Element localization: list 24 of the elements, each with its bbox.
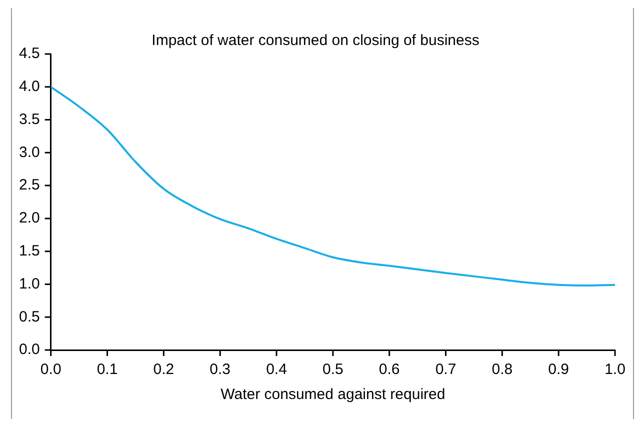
- x-tick-label: 0.5: [322, 361, 344, 378]
- x-tick-label: 0.9: [548, 361, 570, 378]
- chart-title: Impact of water consumed on closing of business: [152, 32, 480, 50]
- y-tick-label: 4.5: [18, 45, 40, 62]
- x-tick-label: 0.4: [266, 361, 287, 378]
- y-tick-label: 1.0: [18, 275, 40, 292]
- y-tick-label: 0.0: [18, 341, 40, 358]
- x-tick-label: 0.6: [378, 361, 400, 378]
- y-tick-label: 0.5: [18, 308, 40, 326]
- y-tick-label: 3.5: [18, 110, 40, 128]
- x-tick-label: 0.3: [210, 361, 231, 378]
- x-tick-label: 0.0: [40, 361, 62, 378]
- x-tick-label: 0.1: [96, 361, 118, 378]
- x-axis-title: Water consumed against required: [220, 386, 446, 404]
- x-tick-label: 0.2: [153, 361, 174, 378]
- y-tick-label: 2.0: [18, 210, 40, 227]
- y-tick-label: 2.5: [18, 176, 40, 194]
- y-tick-label: 1.5: [18, 242, 40, 260]
- x-tick-label: 0.8: [492, 361, 513, 378]
- x-tick-label: 0.7: [435, 361, 456, 378]
- line-series: [50, 86, 615, 287]
- y-tick-label: 4.0: [18, 78, 40, 96]
- y-tick-label: 3.0: [18, 144, 40, 161]
- x-tick-label: 1.0: [604, 361, 626, 378]
